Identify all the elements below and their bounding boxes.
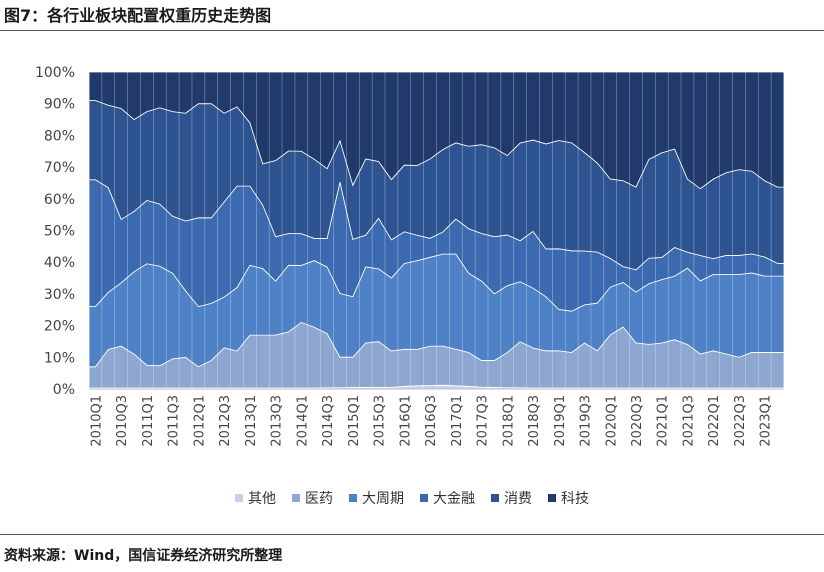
legend: 其他 医药 大周期 大金融 消费 科技: [0, 488, 824, 508]
area-layers: [88, 71, 785, 390]
x-tick-label: 2017Q1: [450, 395, 465, 447]
y-tick-label: 0%: [53, 382, 75, 398]
legend-swatch: [491, 494, 499, 502]
y-tick-label: 90%: [44, 97, 75, 113]
legend-item: 科技: [548, 488, 589, 508]
x-tick-label: 2013Q3: [270, 395, 285, 447]
legend-swatch: [548, 494, 556, 502]
source-note: 资料来源：Wind，国信证券经济研究所整理: [4, 548, 283, 564]
x-tick-label: 2022Q3: [733, 395, 748, 447]
x-tick-label: 2012Q1: [192, 395, 207, 447]
x-tick-label: 2016Q1: [398, 395, 413, 447]
y-tick-label: 40%: [44, 255, 75, 271]
y-tick-labels: 0% 10% 20% 30% 40% 50% 60% 70% 80% 90% 100%: [35, 65, 75, 398]
x-tick-label: 2021Q1: [656, 395, 671, 447]
y-tick-label: 10%: [44, 350, 75, 366]
legend-label: 其他: [248, 491, 276, 507]
y-tick-label: 100%: [35, 65, 75, 81]
legend-swatch: [292, 494, 300, 502]
x-tick-label: 2013Q1: [244, 395, 259, 447]
x-tick-label: 2014Q1: [295, 395, 310, 447]
legend-label: 医药: [305, 491, 333, 507]
x-tick-label: 2010Q3: [115, 395, 130, 447]
x-tick-label: 2020Q1: [604, 395, 619, 447]
legend-label: 消费: [504, 491, 532, 507]
x-tick-label: 2011Q1: [141, 395, 156, 447]
legend-swatch: [349, 494, 357, 502]
x-tick-label: 2014Q3: [321, 395, 336, 447]
y-tick-label: 50%: [44, 224, 75, 240]
top-rule: [0, 30, 824, 31]
y-tick-label: 20%: [44, 319, 75, 335]
figure-title: 图7：各行业板块配置权重历史走势图: [4, 6, 272, 25]
legend-item: 大周期: [349, 488, 404, 508]
x-tick-label: 2023Q1: [759, 395, 774, 447]
x-tick-label: 2017Q3: [476, 395, 491, 447]
y-tick-label: 30%: [44, 287, 75, 303]
bottom-rule: [0, 534, 824, 535]
legend-label: 科技: [561, 491, 589, 507]
legend-swatch: [420, 494, 428, 502]
x-tick-label: 2022Q1: [707, 395, 722, 447]
bar-dividers: [101, 72, 772, 389]
x-tick-label: 2012Q3: [218, 395, 233, 447]
x-tick-label: 2010Q1: [89, 395, 104, 447]
stacked-area-chart: 0% 10% 20% 30% 40% 50% 60% 70% 80% 90% 100% 2010Q1…: [35, 65, 785, 447]
x-tick-label: 2019Q3: [579, 395, 594, 447]
y-tick-label: 60%: [44, 192, 75, 208]
x-tick-label: 2011Q3: [167, 395, 182, 447]
x-tick-label: 2015Q1: [347, 395, 362, 447]
legend-label: 大周期: [362, 491, 404, 507]
legend-item: 大金融: [420, 488, 475, 508]
x-tick-label: 2016Q3: [424, 395, 439, 447]
legend-item: 消费: [491, 488, 532, 508]
x-tick-label: 2020Q3: [630, 395, 645, 447]
x-tick-label: 2018Q1: [501, 395, 516, 447]
x-tick-label: 2021Q3: [681, 395, 696, 447]
x-tick-label: 2019Q1: [553, 395, 568, 447]
x-tick-labels: 2010Q1 2010Q3 2011Q1 2011Q3 2012Q1 2012Q3 2013…: [89, 395, 773, 447]
y-tick-label: 70%: [44, 160, 75, 176]
legend-item: 其他: [235, 488, 276, 508]
legend-item: 医药: [292, 488, 333, 508]
legend-label: 大金融: [433, 491, 475, 507]
x-tick-label: 2015Q3: [373, 395, 388, 447]
legend-swatch: [235, 494, 243, 502]
area-series-5: [88, 71, 785, 190]
x-tick-label: 2018Q3: [527, 395, 542, 447]
y-tick-label: 80%: [44, 128, 75, 144]
